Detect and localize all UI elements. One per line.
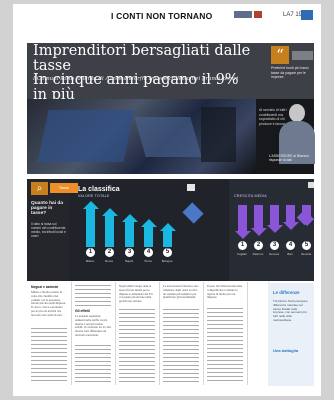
article-column (247, 282, 269, 385)
down-arrow-icon (298, 218, 315, 226)
article-lines (207, 308, 243, 383)
up-arrow-icon (159, 223, 176, 231)
chart-label-left: Torino (144, 259, 152, 263)
portrait-caption: L'ASSESSORE al Bilancio risponde ai dati (269, 154, 309, 163)
down-arrow-icon (250, 228, 267, 236)
up-arrow-icon (163, 231, 172, 247)
down-arrow-icon (286, 205, 295, 222)
up-arrow-icon (101, 208, 118, 216)
headline: Imprenditori bersagliati dalle tasse In … (33, 44, 255, 102)
chart-label-right: Venezia (300, 252, 312, 256)
article-column (159, 282, 204, 385)
person-body-icon (279, 121, 315, 164)
italy-map-icon (308, 182, 314, 188)
article-text: Negli ultimi cinque anni la spesa fiscal… (119, 284, 153, 304)
article-lines (119, 309, 155, 383)
side-text: Tra Nord e Sud emergono differenze marca… (273, 299, 308, 322)
chart-label-left: Roma (105, 259, 113, 263)
italy-map-icon (187, 184, 195, 191)
article-subhead: Negozi e aziende (31, 285, 59, 289)
subheadline: I Comuni sotto la lente di Azzeleandorfn… (33, 76, 239, 82)
rank-number: 3 (270, 241, 279, 250)
person-head-icon (289, 104, 305, 122)
article-text: Le associazioni chiedono una riduzione d… (163, 284, 199, 300)
info-left-panel (27, 179, 69, 281)
chart-label-right: Genova (268, 252, 280, 256)
page-label-icon (301, 10, 313, 20)
newspaper-page: I CONTI NON TORNANO LA7 19 Imprenditori … (13, 4, 321, 396)
headline-line-2: In cinque anni pagano il 9% in più (33, 72, 239, 103)
photo-document-shape (37, 110, 135, 162)
side-info-box (268, 283, 314, 386)
article-text: Il peso dei tributi incide sulla competi… (207, 284, 243, 300)
chart-label-left: Bologna (161, 259, 173, 263)
chart-label-left: Milano (85, 259, 95, 263)
article-lines (31, 328, 67, 383)
page-number: LA7 19 (283, 12, 303, 18)
rank-number: 1 (238, 241, 247, 250)
down-arrow-icon (254, 205, 263, 228)
up-arrow-icon (140, 219, 157, 227)
article-lines (75, 285, 111, 307)
chart-label-left: Napoli (124, 259, 134, 263)
up-arrow-icon (121, 214, 138, 222)
down-arrow-icon (234, 231, 251, 239)
up-arrow-icon (82, 201, 99, 209)
article-lines (163, 309, 199, 383)
headline-line-1: Imprenditori bersagliati dalle tasse (33, 43, 251, 74)
rank-number: 5 (302, 241, 311, 250)
down-arrow-icon (282, 222, 299, 230)
rank-number: 5 (163, 248, 172, 257)
up-arrow-icon (144, 227, 153, 247)
article-lines (75, 345, 111, 383)
chart-label-right: Palermo (252, 252, 264, 256)
rank-number: 3 (125, 248, 134, 257)
up-arrow-icon (86, 209, 95, 247)
article-text: Le aziende segnalano aumenti nelle tarif… (75, 314, 111, 337)
down-arrow-icon (302, 205, 311, 218)
page-header: I CONTI NON TORNANO LA7 19 (13, 4, 321, 34)
rank-number: 1 (86, 248, 95, 257)
up-arrow-icon (125, 222, 134, 247)
chart-title: La classifica (78, 186, 120, 193)
photo-shadow-shape (201, 107, 236, 162)
portrait-side-text: Al servizio di tutti i contribuenti ma s… (259, 108, 288, 126)
chart-subtitle-left: VALORE TOTALE (78, 194, 110, 198)
article-column (71, 282, 116, 385)
info-tag: Tasse (50, 183, 78, 193)
photo-paper-shape (134, 117, 202, 157)
info-question: Quanto hai da pagare in tasse? (31, 201, 63, 217)
quote-icon: “ (271, 46, 289, 64)
article-column (27, 282, 72, 385)
side-heading: Le differenze (273, 290, 300, 295)
section-title: I CONTI NON TORNANO (111, 11, 213, 21)
down-arrow-icon (238, 205, 247, 231)
article-subhead: Gli effetti (75, 309, 90, 313)
rank-number: 2 (254, 241, 263, 250)
headline-panel (27, 43, 314, 99)
article-text: Milano e Roma restano in vetta alla clas… (31, 290, 66, 317)
header-mark-icon (234, 11, 252, 18)
chart-subtitle-right: CRESCITA MEDIA (234, 194, 267, 198)
rank-number: 4 (286, 241, 295, 250)
down-arrow-icon (266, 225, 283, 233)
article-column (115, 282, 160, 385)
header-accent-icon (254, 11, 262, 18)
down-arrow-icon (270, 205, 279, 225)
rank-number: 2 (105, 248, 114, 257)
article-column (203, 282, 248, 385)
side-heading-secondary: Una battaglia (273, 348, 299, 353)
up-arrow-icon (105, 216, 114, 247)
quote-text: Preferirei fondi più bassi tasse da paga… (271, 66, 309, 79)
chart-label-right: Bari (287, 252, 293, 256)
quote-logo-icon (292, 51, 313, 60)
rank-number: 4 (144, 248, 153, 257)
search-icon: ⌕ (31, 182, 48, 195)
chart-label-right: Cagliari (237, 252, 247, 256)
info-note: Il dato si basa sui numeri del contribue… (31, 222, 66, 239)
